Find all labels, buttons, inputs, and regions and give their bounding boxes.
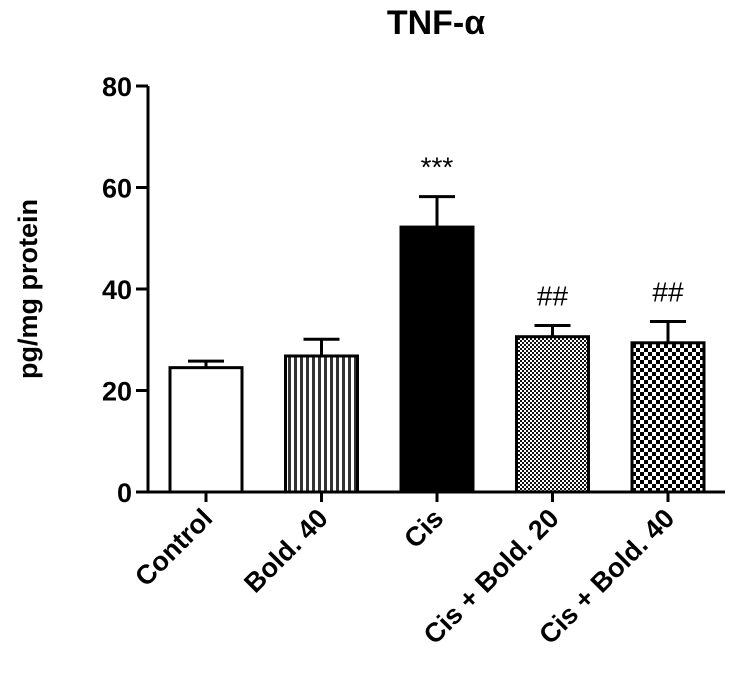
bar-2 (284, 354, 359, 494)
x-tick-label: Bold. 40 (238, 503, 333, 598)
y-tick-label: 0 (117, 478, 132, 508)
bar-3 (399, 225, 475, 494)
x-tick-label: Cis (398, 503, 449, 554)
y-tick-label: 40 (102, 275, 132, 305)
bar-1 (168, 366, 244, 494)
significance-label-3: *** (421, 152, 454, 183)
bar-4 (515, 335, 590, 494)
chart-title: TNF-α (387, 4, 485, 42)
significance-label-5: ## (652, 276, 684, 307)
significance-label-4: ## (537, 281, 569, 312)
y-tick-label: 80 (102, 72, 132, 102)
y-tick-label: 60 (102, 174, 132, 204)
x-tick-label: Control (129, 503, 218, 592)
y-axis-label: pg/mg protein (13, 199, 43, 379)
bar-5 (630, 341, 706, 494)
y-tick-label: 20 (102, 377, 132, 407)
